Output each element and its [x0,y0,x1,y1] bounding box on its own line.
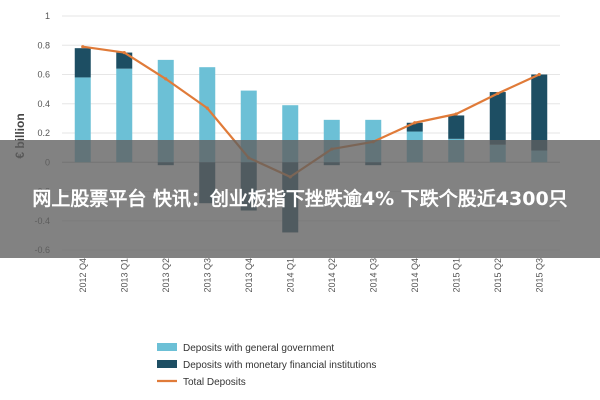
bar [531,74,548,151]
line-point [122,50,126,55]
y-tick-label: 1 [45,11,50,21]
x-tick-label: 2014 Q3 [368,258,378,293]
x-tick-label: 2013 Q3 [202,258,212,293]
bar [116,52,133,69]
x-tick-label: 2014 Q1 [285,258,295,293]
x-tick-label: 2014 Q4 [410,258,420,293]
bar [116,68,133,163]
line-point [496,91,500,96]
line-point [164,77,168,81]
line-point [81,45,85,49]
bar [406,122,423,132]
y-tick-label: 0.4 [37,99,50,109]
line-point [454,112,458,116]
bar [157,59,174,163]
legend-swatch [157,343,177,351]
legend-label: Deposits with general government [183,343,334,354]
x-tick-label: 2015 Q3 [534,258,544,293]
bar [448,115,465,139]
x-tick-label: 2014 Q2 [327,258,337,293]
x-tick-label: 2015 Q2 [493,258,503,293]
x-tick-label: 2015 Q1 [451,258,461,293]
legend: Deposits with general government Deposits… [157,343,376,388]
legend-swatch [157,360,177,368]
x-tick-label: 2012 Q4 [78,258,88,293]
y-tick-label: 0.8 [37,40,50,50]
x-tick-labels: 2012 Q4 2013 Q1 2013 Q2 2013 Q3 2013 Q4 2014 … [78,258,545,293]
headline-text: 网上股票平台 快讯：创业板指下挫跌逾4% 下跌个股近4300只 [32,188,568,210]
bar [489,92,506,145]
line-point [537,72,541,77]
line-point [205,106,209,110]
x-tick-label: 2013 Q1 [119,258,129,293]
line-point [413,121,417,125]
bar [74,48,91,78]
bar [199,67,216,163]
x-tick-label: 2013 Q2 [161,258,171,293]
legend-label: Deposits with monetary financial institu… [183,360,376,371]
x-tick-label: 2013 Q4 [244,258,254,293]
legend-label: Total Deposits [183,377,246,388]
y-tick-label: 0.6 [37,70,50,80]
headline-banner: 网上股票平台 快讯：创业板指下挫跌逾4% 下跌个股近4300只 [0,140,600,258]
y-tick-label: 0.2 [37,128,50,138]
